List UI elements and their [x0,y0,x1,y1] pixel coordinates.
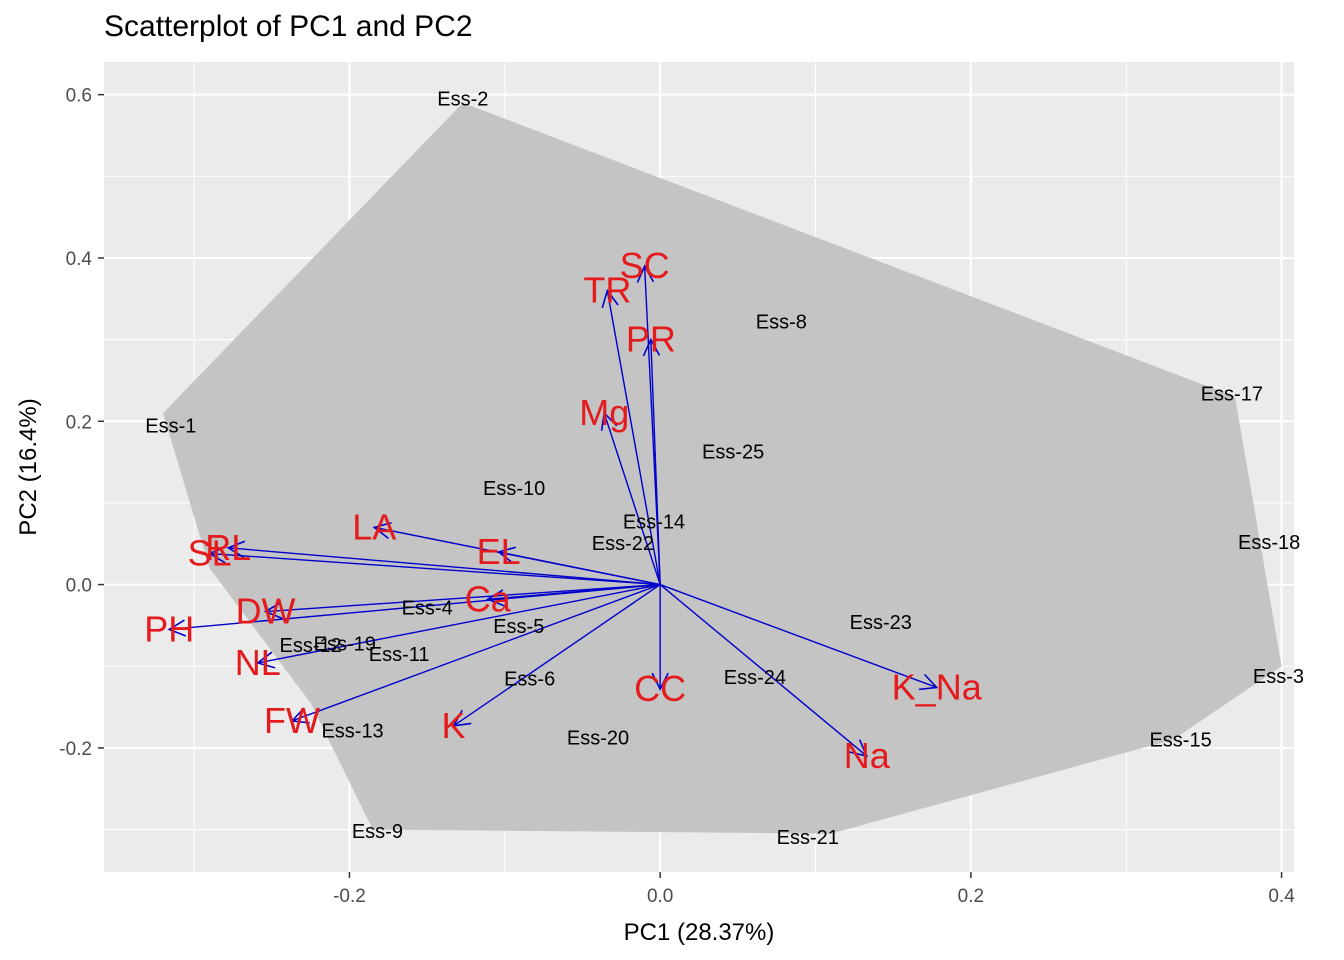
variable-label-ph: PH [144,608,194,649]
point-label-ess-20: Ess-20 [567,727,629,749]
loading-arrow-ph [167,583,661,637]
loading-arrow-tr [601,288,661,585]
variable-label-na: Na [844,735,891,776]
point-label-ess-6: Ess-6 [504,668,555,690]
loading-arrows [167,264,939,758]
point-label-ess-3: Ess-3 [1253,666,1304,688]
point-label-ess-9: Ess-9 [352,821,403,843]
variable-label-cc: CC [634,668,686,709]
point-label-ess-21: Ess-21 [777,827,839,849]
point-label-ess-23: Ess-23 [850,612,912,634]
loading-arrow-sl [207,545,661,586]
convex-hull [163,102,1282,834]
y-axis-title: PC2 (16.4%) [15,398,42,535]
variable-label-el: EL [477,531,521,572]
point-label-ess-25: Ess-25 [702,441,764,463]
point-label-ess-14: Ess-14 [623,512,685,534]
variable-label-fw: FW [264,700,320,741]
loading-arrow-dw [263,583,661,620]
point-label-ess-15: Ess-15 [1149,730,1211,752]
point-label-ess-1: Ess-1 [145,415,196,437]
loading-arrow-na [659,584,869,758]
variable-label-mg: Mg [579,392,629,433]
point-label-ess-22: Ess-22 [592,533,654,555]
point-label-ess-13: Ess-13 [321,721,383,743]
x-tick-label: 0.0 [647,886,673,907]
loading-arrow-pr [642,337,661,585]
variable-label-k-na: K_Na [892,666,983,707]
loading-arrow-k-na [659,583,939,691]
x-tick-label: 0.4 [1268,886,1295,907]
variable-label-sc: SC [620,245,670,286]
loading-arrow-el [496,546,661,586]
hull-layer [163,102,1282,834]
variable-label-tr: TR [583,270,631,311]
point-label-ess-2: Ess-2 [437,89,488,111]
x-tick-label: 0.2 [958,886,984,907]
y-tick-label: 0.0 [66,576,92,597]
variable-label-la: LA [352,506,396,547]
y-tick-label: -0.2 [59,739,92,760]
point-label-ess-18: Ess-18 [1238,532,1300,554]
point-label-ess-4: Ess-4 [402,597,453,619]
observation-labels: Ess-1 Ess-2 Ess-3 Ess-4 Ess-5 Ess-6 Ess-8 Ess-9… [145,89,1304,849]
point-label-ess-8: Ess-8 [756,312,807,334]
point-label-ess-5: Ess-5 [493,616,544,638]
variable-label-dw: DW [236,591,296,632]
loading-arrow-rl [226,540,661,586]
variable-label-nl: NL [235,642,281,683]
loading-arrow-fw [290,583,661,724]
point-label-ess-24: Ess-24 [724,667,786,689]
variable-label-rl: RL [205,527,251,568]
y-axis: -0.2 0.0 0.2 0.4 0.6 [59,86,104,760]
point-label-ess-10: Ess-10 [483,478,545,500]
variable-label-ca: Ca [465,578,512,619]
point-label-ess-11: Ess-11 [369,644,430,666]
point-label-ess-12: Ess-12 [279,635,341,657]
variable-label-pr: PR [626,319,676,360]
x-axis-title: PC1 (28.37%) [624,919,775,946]
point-label-ess-19: Ess-19 [314,633,376,655]
y-tick-label: 0.6 [66,86,92,107]
variable-label-sl: SL [188,533,232,574]
point-label-ess-17: Ess-17 [1201,384,1263,406]
loading-arrow-nl [256,583,661,669]
loading-arrow-k [452,584,661,727]
y-tick-label: 0.4 [66,249,93,270]
variable-label-k: K [442,705,466,746]
x-tick-label: -0.2 [333,886,366,907]
loading-arrow-mg [600,411,661,585]
y-tick-label: 0.2 [66,412,92,433]
x-axis: -0.2 0.0 0.2 0.4 [333,872,1295,907]
chart-title: Scatterplot of PC1 and PC2 [104,10,473,43]
